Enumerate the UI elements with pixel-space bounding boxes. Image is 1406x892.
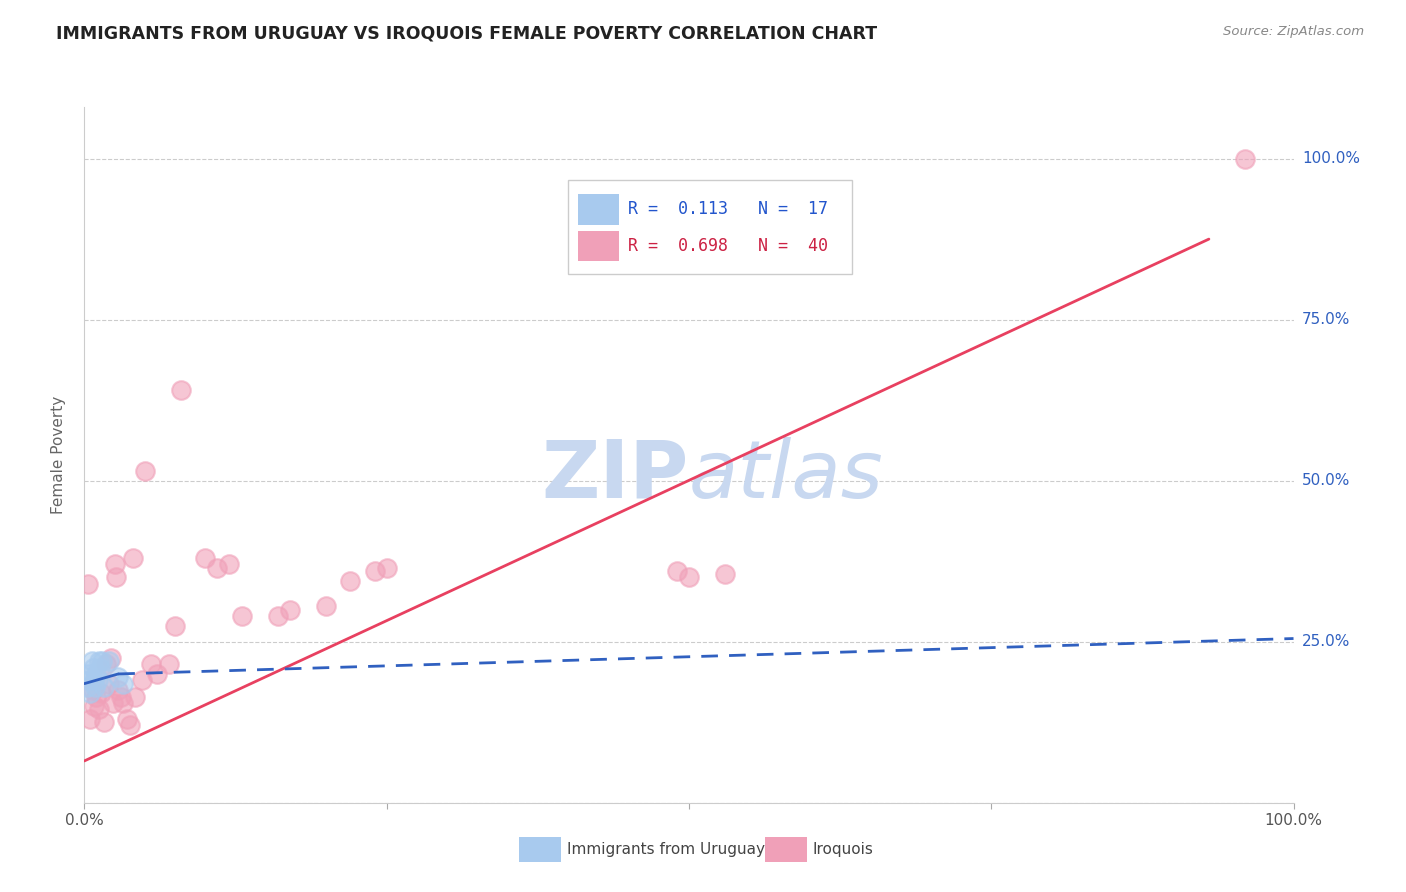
Point <box>170 384 193 398</box>
Point <box>121 551 143 566</box>
Point <box>207 560 229 574</box>
Point <box>714 567 737 582</box>
Point <box>94 657 117 672</box>
Point <box>139 657 162 672</box>
Text: R =  0.113   N =  17: R = 0.113 N = 17 <box>628 201 828 219</box>
Point <box>231 609 253 624</box>
Point <box>83 699 105 714</box>
Point <box>112 696 135 710</box>
Point <box>80 654 103 668</box>
Point <box>90 686 112 700</box>
Point <box>79 712 101 726</box>
Y-axis label: Female Poverty: Female Poverty <box>51 396 66 514</box>
Point <box>278 602 301 616</box>
Point <box>86 690 108 704</box>
FancyBboxPatch shape <box>568 180 852 274</box>
Point <box>87 702 110 716</box>
Point <box>112 676 135 690</box>
Point <box>665 564 688 578</box>
Point <box>87 654 110 668</box>
Point <box>79 686 101 700</box>
Point <box>115 712 138 726</box>
Point <box>77 576 100 591</box>
Point <box>89 660 111 674</box>
Point <box>107 683 129 698</box>
Point <box>375 560 398 574</box>
Point <box>76 680 98 694</box>
Text: IMMIGRANTS FROM URUGUAY VS IROQUOIS FEMALE POVERTY CORRELATION CHART: IMMIGRANTS FROM URUGUAY VS IROQUOIS FEMA… <box>56 25 877 43</box>
Text: atlas: atlas <box>689 437 884 515</box>
Point <box>77 667 100 681</box>
Point <box>84 680 107 694</box>
Text: R =  0.698   N =  40: R = 0.698 N = 40 <box>628 237 828 255</box>
Point <box>363 564 385 578</box>
Point <box>83 673 105 688</box>
Point <box>100 651 122 665</box>
Point <box>267 609 290 624</box>
Point <box>86 673 108 688</box>
Point <box>86 667 108 681</box>
Point <box>103 696 125 710</box>
Point <box>91 654 114 668</box>
Point <box>120 718 142 732</box>
Text: ZIP: ZIP <box>541 437 689 515</box>
Point <box>104 558 127 572</box>
Point <box>339 574 361 588</box>
Point <box>194 551 217 566</box>
Point <box>82 660 104 674</box>
Text: 100.0%: 100.0% <box>1302 151 1360 166</box>
Point <box>157 657 180 672</box>
FancyBboxPatch shape <box>578 194 619 225</box>
Point <box>110 690 132 704</box>
Text: 50.0%: 50.0% <box>1302 473 1350 488</box>
Point <box>163 618 186 632</box>
Point <box>93 680 115 694</box>
Point <box>218 558 240 572</box>
Point <box>146 667 169 681</box>
Point <box>77 673 100 688</box>
Point <box>1234 152 1257 166</box>
Text: Iroquois: Iroquois <box>813 842 873 856</box>
Text: 75.0%: 75.0% <box>1302 312 1350 327</box>
Point <box>131 673 153 688</box>
Point <box>104 570 127 584</box>
Text: Immigrants from Uruguay: Immigrants from Uruguay <box>567 842 765 856</box>
Point <box>315 599 337 614</box>
Point <box>93 715 115 730</box>
Text: Source: ZipAtlas.com: Source: ZipAtlas.com <box>1223 25 1364 38</box>
Point <box>134 464 156 478</box>
Point <box>678 570 700 584</box>
Point <box>82 683 104 698</box>
FancyBboxPatch shape <box>578 231 619 261</box>
Text: 25.0%: 25.0% <box>1302 634 1350 649</box>
Point <box>107 670 129 684</box>
Point <box>97 676 120 690</box>
Point <box>97 654 120 668</box>
Point <box>124 690 146 704</box>
